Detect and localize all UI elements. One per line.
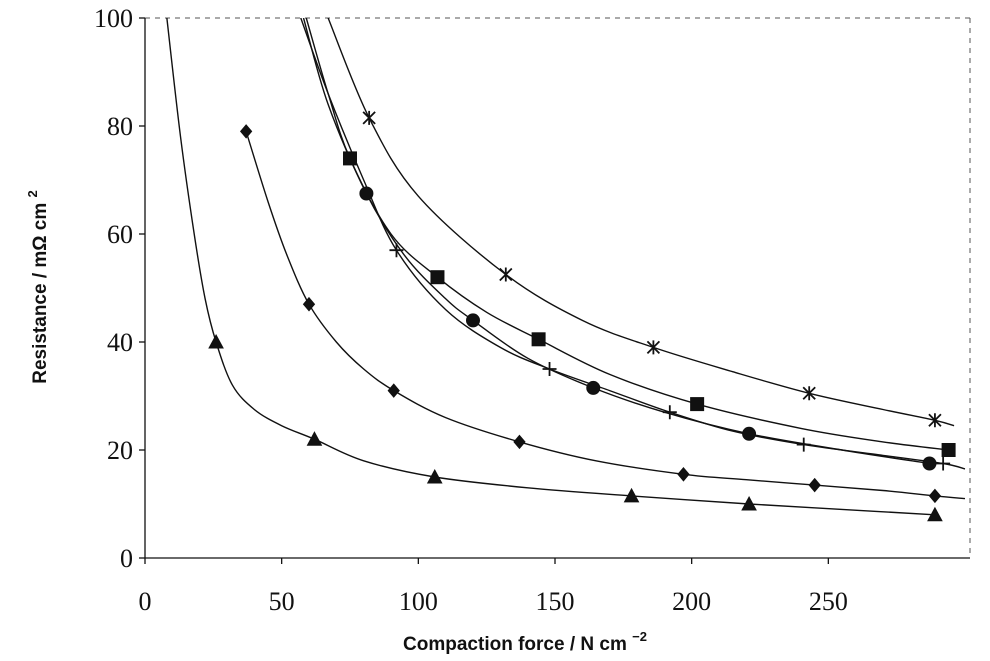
triangle-marker [927, 506, 943, 522]
asterisk-marker [646, 340, 661, 355]
x-tick-label: 250 [809, 587, 848, 616]
plus-marker [796, 437, 811, 452]
diamond-marker [302, 296, 316, 312]
series-curve-asterisk [327, 18, 955, 427]
square-marker [531, 332, 546, 347]
series-curve-plus [300, 18, 966, 470]
y-tick-label: 20 [107, 436, 133, 465]
circle-marker [359, 186, 374, 201]
diamond-marker [513, 434, 526, 450]
series-markers [208, 110, 956, 522]
square-marker [430, 270, 445, 285]
circle-marker [742, 426, 757, 441]
circle-marker [922, 456, 937, 471]
series-curve-square [305, 18, 949, 451]
triangle-marker [306, 431, 323, 446]
circle-marker [466, 313, 480, 328]
triangle-marker [623, 487, 640, 503]
plus-marker [389, 243, 404, 258]
square-marker [343, 151, 357, 166]
plus-marker [662, 405, 677, 420]
diamond-marker [677, 467, 690, 482]
y-tick-label: 100 [94, 4, 133, 33]
y-tick-label: 80 [107, 112, 133, 141]
axes [144, 18, 970, 559]
diamond-marker [387, 383, 400, 398]
square-marker [941, 443, 956, 457]
x-axis-title-text: Compaction force / N cm [403, 634, 627, 655]
asterisk-marker [499, 267, 513, 282]
diamond-marker [928, 488, 942, 504]
x-tick-label: 150 [536, 587, 575, 616]
y-axis-title: Resistance / mΩ cm 2 [25, 190, 51, 384]
plus-marker [542, 362, 557, 376]
x-tick-label: 100 [399, 587, 438, 616]
x-tick-label: 0 [139, 587, 152, 616]
diamond-marker [239, 124, 253, 139]
triangle-marker [208, 333, 224, 349]
asterisk-marker [362, 110, 376, 125]
square-marker [690, 397, 705, 412]
diamond-marker [808, 477, 821, 493]
x-axis-title: Compaction force / N cm −2 [403, 629, 647, 655]
series-curve-diamond [245, 131, 966, 500]
y-axis-title-superscript: 2 [25, 190, 40, 197]
circle-marker [586, 380, 601, 395]
triangle-marker [741, 495, 757, 511]
plus-marker [936, 456, 951, 471]
plot-frame [145, 17, 971, 558]
series-curve-circle [302, 18, 930, 465]
x-axis-title-superscript: −2 [632, 629, 647, 644]
y-tick-label: 60 [107, 220, 133, 249]
triangle-marker [426, 468, 443, 484]
asterisk-marker [928, 413, 942, 428]
series-curves [166, 18, 966, 516]
x-tick-label: 200 [672, 587, 711, 616]
y-tick-label: 40 [107, 328, 133, 357]
series-curve-triangle [166, 18, 935, 516]
y-tick-label: 0 [120, 544, 133, 573]
tick-labels: 0 20 40 60 80 100 0 50 100 150 200 250 [94, 4, 848, 616]
y-axis-title-text: Resistance / mΩ cm [30, 203, 51, 384]
x-tick-label: 50 [269, 587, 295, 616]
asterisk-marker [802, 386, 816, 401]
